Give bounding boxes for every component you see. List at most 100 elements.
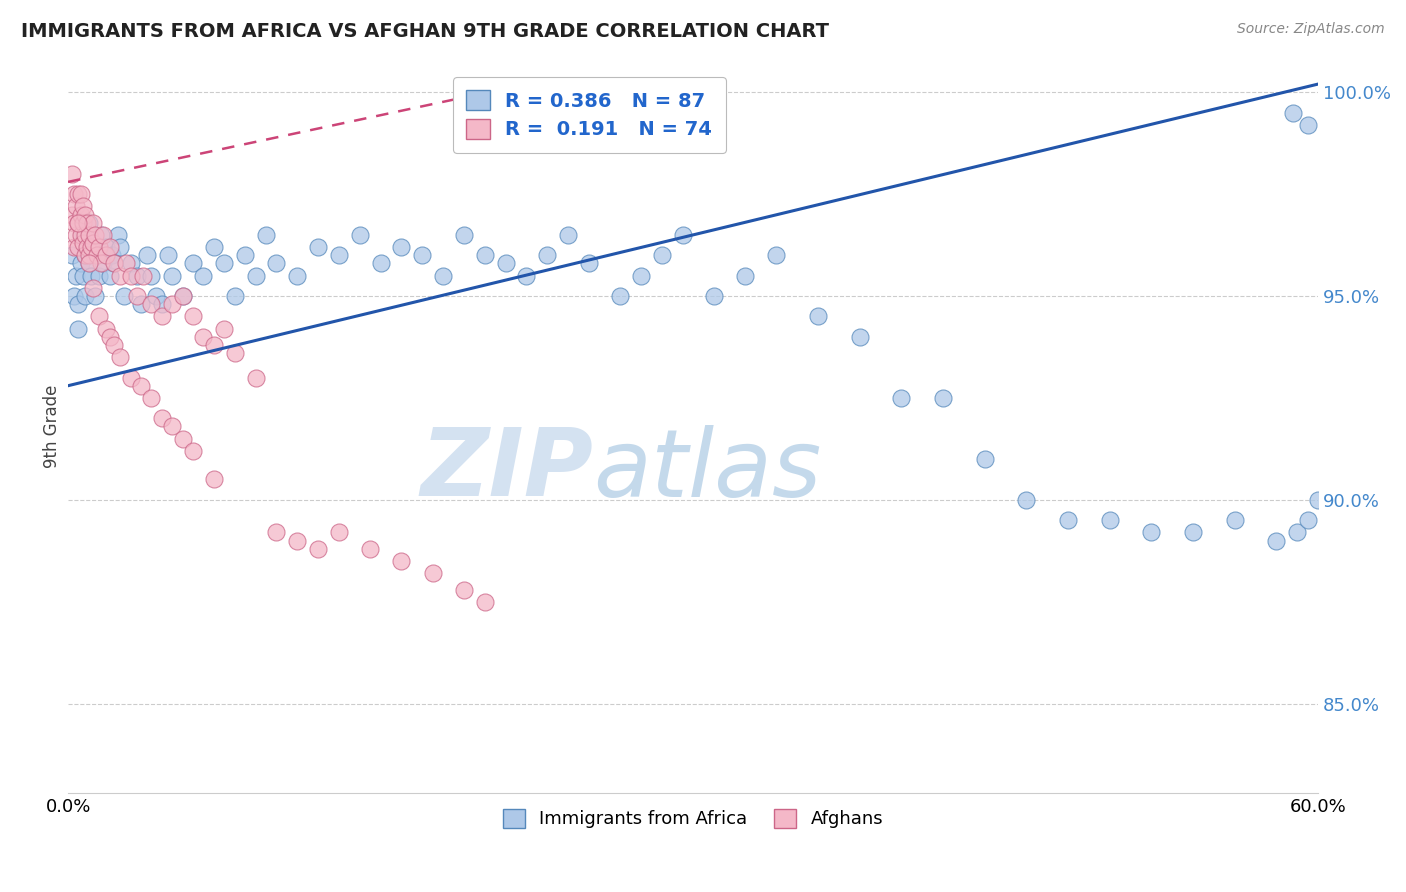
Point xyxy=(1098,513,1121,527)
Text: Source: ZipAtlas.com: Source: ZipAtlas.com xyxy=(1237,22,1385,37)
Point xyxy=(98,330,121,344)
Point xyxy=(285,533,308,548)
Point xyxy=(172,289,194,303)
Point xyxy=(578,256,600,270)
Point xyxy=(422,566,444,581)
Point xyxy=(77,216,100,230)
Point xyxy=(89,240,111,254)
Text: atlas: atlas xyxy=(593,425,821,516)
Point xyxy=(67,297,90,311)
Point xyxy=(69,207,91,221)
Point xyxy=(67,216,90,230)
Point xyxy=(1296,513,1319,527)
Point xyxy=(474,248,496,262)
Point xyxy=(72,199,94,213)
Point xyxy=(72,268,94,283)
Point xyxy=(112,289,135,303)
Point xyxy=(266,256,288,270)
Point xyxy=(651,248,673,262)
Point xyxy=(181,310,204,324)
Point xyxy=(172,432,194,446)
Point xyxy=(1182,525,1205,540)
Point xyxy=(495,256,517,270)
Point xyxy=(77,256,100,270)
Point xyxy=(73,289,96,303)
Point xyxy=(73,248,96,262)
Point xyxy=(181,444,204,458)
Point xyxy=(63,289,86,303)
Point xyxy=(141,297,163,311)
Point xyxy=(125,289,148,303)
Point xyxy=(90,256,112,270)
Point xyxy=(73,248,96,262)
Point xyxy=(515,268,537,283)
Point xyxy=(129,378,152,392)
Point xyxy=(233,248,256,262)
Point xyxy=(734,268,756,283)
Point xyxy=(1265,533,1288,548)
Point xyxy=(1308,492,1330,507)
Point xyxy=(120,370,142,384)
Point xyxy=(202,473,225,487)
Point xyxy=(98,268,121,283)
Point xyxy=(193,268,215,283)
Point xyxy=(849,330,872,344)
Point xyxy=(82,281,104,295)
Point xyxy=(359,541,381,556)
Point xyxy=(120,256,142,270)
Point xyxy=(932,391,955,405)
Point xyxy=(82,235,104,250)
Point xyxy=(80,240,103,254)
Point xyxy=(94,248,117,262)
Point xyxy=(432,268,454,283)
Y-axis label: 9th Grade: 9th Grade xyxy=(44,384,60,468)
Point xyxy=(370,256,392,270)
Point xyxy=(60,167,83,181)
Point xyxy=(67,187,90,202)
Point xyxy=(72,235,94,250)
Point xyxy=(973,452,995,467)
Point xyxy=(69,256,91,270)
Point xyxy=(63,216,86,230)
Point xyxy=(765,248,787,262)
Point xyxy=(162,268,184,283)
Point xyxy=(807,310,830,324)
Point xyxy=(72,227,94,242)
Point xyxy=(890,391,912,405)
Point xyxy=(89,268,111,283)
Point xyxy=(98,240,121,254)
Point xyxy=(349,227,371,242)
Point xyxy=(557,227,579,242)
Point xyxy=(108,350,131,364)
Point xyxy=(609,289,631,303)
Point xyxy=(172,289,194,303)
Point xyxy=(67,321,90,335)
Point xyxy=(82,240,104,254)
Point xyxy=(202,240,225,254)
Point xyxy=(630,268,652,283)
Point xyxy=(69,227,91,242)
Point xyxy=(245,370,267,384)
Point xyxy=(77,256,100,270)
Point xyxy=(181,256,204,270)
Point xyxy=(60,248,83,262)
Text: IMMIGRANTS FROM AFRICA VS AFGHAN 9TH GRADE CORRELATION CHART: IMMIGRANTS FROM AFRICA VS AFGHAN 9TH GRA… xyxy=(21,22,830,41)
Legend: Immigrants from Africa, Afghans: Immigrants from Africa, Afghans xyxy=(496,802,890,836)
Point xyxy=(84,289,107,303)
Point xyxy=(1282,105,1305,120)
Point xyxy=(145,289,167,303)
Point xyxy=(391,240,413,254)
Point xyxy=(703,289,725,303)
Point xyxy=(150,297,173,311)
Point xyxy=(266,525,288,540)
Point xyxy=(214,321,236,335)
Point xyxy=(150,310,173,324)
Point xyxy=(1057,513,1080,527)
Point xyxy=(132,268,155,283)
Point xyxy=(76,240,98,254)
Point xyxy=(67,216,90,230)
Point xyxy=(101,248,124,262)
Text: ZIP: ZIP xyxy=(420,425,593,516)
Point xyxy=(103,256,125,270)
Point xyxy=(411,248,433,262)
